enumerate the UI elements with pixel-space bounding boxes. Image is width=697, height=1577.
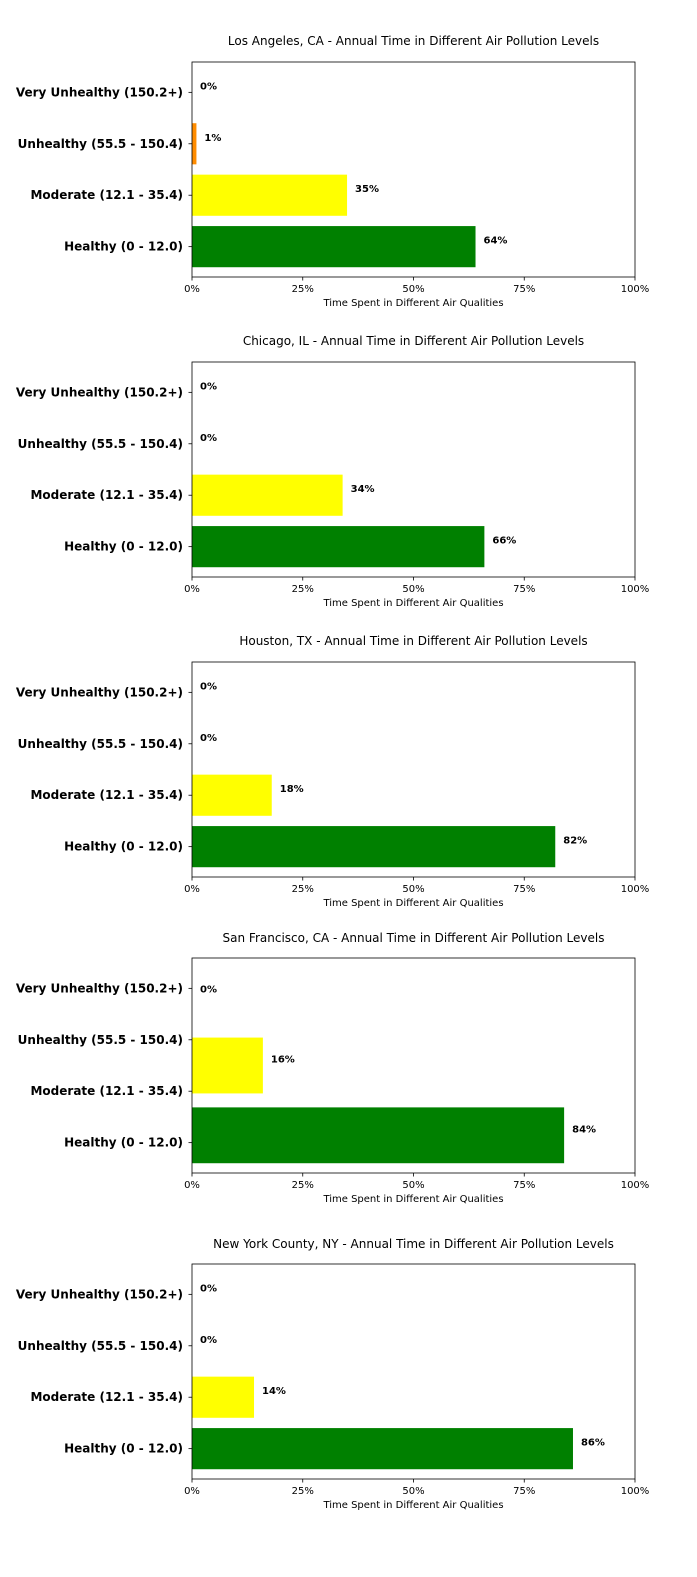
x-tick-label: 75% bbox=[513, 1486, 535, 1497]
data-label: 66% bbox=[492, 536, 516, 547]
chart-3: San Francisco, CA - Annual Time in Diffe… bbox=[16, 931, 649, 1205]
bar bbox=[192, 1037, 263, 1094]
x-tick-label: 0% bbox=[184, 284, 200, 295]
bar bbox=[192, 474, 343, 516]
x-tick-label: 25% bbox=[292, 584, 314, 595]
x-tick-label: 75% bbox=[513, 284, 535, 295]
chart-2: Houston, TX - Annual Time in Different A… bbox=[16, 634, 649, 909]
x-axis-label: Time Spent in Different Air Qualities bbox=[322, 298, 503, 309]
x-tick-label: 100% bbox=[621, 1180, 650, 1191]
data-label: 14% bbox=[262, 1386, 286, 1397]
x-tick-label: 75% bbox=[513, 1180, 535, 1191]
category-label: Moderate (12.1 - 35.4) bbox=[30, 1390, 183, 1404]
x-tick-label: 0% bbox=[184, 884, 200, 895]
bar bbox=[192, 174, 348, 216]
category-label: Healthy (0 - 12.0) bbox=[64, 540, 183, 554]
bar bbox=[192, 774, 272, 816]
data-label: 86% bbox=[581, 1438, 605, 1449]
bar bbox=[192, 226, 476, 268]
data-label: 0% bbox=[200, 1283, 217, 1294]
category-label: Healthy (0 - 12.0) bbox=[64, 1136, 183, 1150]
category-label: Moderate (12.1 - 35.4) bbox=[30, 488, 183, 502]
x-axis-label: Time Spent in Different Air Qualities bbox=[322, 1500, 503, 1511]
category-label: Unhealthy (55.5 - 150.4) bbox=[18, 1033, 183, 1047]
x-tick-label: 50% bbox=[402, 1180, 424, 1191]
chart-4: New York County, NY - Annual Time in Dif… bbox=[16, 1237, 649, 1511]
data-label: 18% bbox=[280, 784, 304, 795]
data-label: 0% bbox=[200, 433, 217, 444]
chart-title: Chicago, IL - Annual Time in Different A… bbox=[243, 334, 584, 348]
x-tick-label: 75% bbox=[513, 884, 535, 895]
category-label: Very Unhealthy (150.2+) bbox=[16, 1287, 183, 1301]
x-tick-label: 100% bbox=[621, 284, 650, 295]
x-tick-label: 0% bbox=[184, 1180, 200, 1191]
bar bbox=[192, 826, 556, 868]
x-tick-label: 50% bbox=[402, 584, 424, 595]
category-label: Healthy (0 - 12.0) bbox=[64, 1442, 183, 1456]
x-tick-label: 25% bbox=[292, 1486, 314, 1497]
category-label: Very Unhealthy (150.2+) bbox=[16, 685, 183, 699]
data-label: 16% bbox=[271, 1055, 295, 1066]
category-label: Unhealthy (55.5 - 150.4) bbox=[18, 1339, 183, 1353]
chart-title: Los Angeles, CA - Annual Time in Differe… bbox=[228, 34, 599, 48]
chart-1: Chicago, IL - Annual Time in Different A… bbox=[16, 334, 649, 609]
category-label: Unhealthy (55.5 - 150.4) bbox=[18, 737, 183, 751]
chart-0: Los Angeles, CA - Annual Time in Differe… bbox=[16, 34, 649, 309]
chart-title: New York County, NY - Annual Time in Dif… bbox=[213, 1237, 614, 1251]
category-label: Healthy (0 - 12.0) bbox=[64, 240, 183, 254]
chart-title: San Francisco, CA - Annual Time in Diffe… bbox=[223, 931, 605, 945]
x-axis-label: Time Spent in Different Air Qualities bbox=[322, 598, 503, 609]
x-tick-label: 50% bbox=[402, 1486, 424, 1497]
category-label: Very Unhealthy (150.2+) bbox=[16, 981, 183, 995]
category-label: Very Unhealthy (150.2+) bbox=[16, 85, 183, 99]
category-label: Moderate (12.1 - 35.4) bbox=[30, 788, 183, 802]
data-label: 1% bbox=[204, 133, 221, 144]
bar bbox=[192, 1428, 573, 1470]
data-label: 0% bbox=[200, 1335, 217, 1346]
category-label: Moderate (12.1 - 35.4) bbox=[30, 1084, 183, 1098]
x-tick-label: 0% bbox=[184, 584, 200, 595]
bar bbox=[192, 1107, 565, 1164]
data-label: 0% bbox=[200, 733, 217, 744]
chart-title: Houston, TX - Annual Time in Different A… bbox=[239, 634, 587, 648]
bar bbox=[192, 526, 485, 568]
data-label: 0% bbox=[200, 681, 217, 692]
x-tick-label: 50% bbox=[402, 284, 424, 295]
bar bbox=[192, 1376, 255, 1418]
data-label: 0% bbox=[200, 81, 217, 92]
x-tick-label: 100% bbox=[621, 884, 650, 895]
category-label: Unhealthy (55.5 - 150.4) bbox=[18, 437, 183, 451]
category-label: Very Unhealthy (150.2+) bbox=[16, 385, 183, 399]
category-label: Moderate (12.1 - 35.4) bbox=[30, 188, 183, 202]
x-axis-label: Time Spent in Different Air Qualities bbox=[322, 898, 503, 909]
x-axis-label: Time Spent in Different Air Qualities bbox=[322, 1194, 503, 1205]
data-label: 64% bbox=[484, 236, 508, 247]
x-tick-label: 50% bbox=[402, 884, 424, 895]
bar bbox=[192, 123, 197, 165]
x-tick-label: 100% bbox=[621, 584, 650, 595]
category-label: Unhealthy (55.5 - 150.4) bbox=[18, 137, 183, 151]
x-tick-label: 75% bbox=[513, 584, 535, 595]
data-label: 0% bbox=[200, 985, 217, 996]
x-tick-label: 25% bbox=[292, 884, 314, 895]
data-label: 84% bbox=[572, 1124, 596, 1135]
data-label: 82% bbox=[563, 836, 587, 847]
x-tick-label: 25% bbox=[292, 1180, 314, 1191]
x-tick-label: 100% bbox=[621, 1486, 650, 1497]
x-tick-label: 25% bbox=[292, 284, 314, 295]
data-label: 34% bbox=[351, 484, 375, 495]
x-tick-label: 0% bbox=[184, 1486, 200, 1497]
category-label: Healthy (0 - 12.0) bbox=[64, 840, 183, 854]
data-label: 35% bbox=[355, 184, 379, 195]
data-label: 0% bbox=[200, 381, 217, 392]
